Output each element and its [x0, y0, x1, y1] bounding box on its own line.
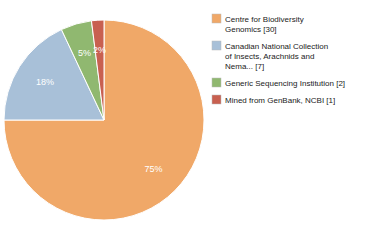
data-label: 5% [78, 48, 91, 58]
legend-label-line: Nema... [7] [225, 62, 264, 71]
legend-label: Centre for BiodiversityGenomics [30] [225, 15, 304, 34]
legend-swatch [212, 41, 221, 50]
data-label: 2% [93, 45, 106, 55]
legend-swatch [212, 14, 221, 23]
legend-item: Mined from GenBank, NCBI [1] [212, 95, 335, 105]
legend-label-line: Mined from GenBank, NCBI [1] [225, 96, 335, 105]
legend-item: Canadian National Collectionof Insects, … [212, 41, 328, 71]
legend: Centre for BiodiversityGenomics [30] Cana… [212, 14, 345, 105]
legend-label: Canadian National Collectionof Insects, … [225, 42, 328, 71]
chart: 75% 18% 5%2% Centre for BiodiversityGenomic… [0, 0, 380, 240]
pie-slice [4, 20, 204, 220]
legend-label-line: of Insects, Arachnids and [225, 52, 314, 61]
legend-label: Generic Sequencing Institution [2] [225, 79, 345, 88]
pie-slice [61, 21, 104, 120]
legend-label-line: Centre for Biodiversity [225, 15, 304, 24]
pie [4, 20, 204, 220]
data-labels: 75% 18% 5%2% [36, 45, 163, 174]
data-label: 75% [144, 164, 162, 174]
legend-label-line: Canadian National Collection [225, 42, 328, 51]
legend-item: Generic Sequencing Institution [2] [212, 78, 345, 88]
legend-label: Mined from GenBank, NCBI [1] [225, 96, 335, 105]
legend-label-line: Genomics [30] [225, 25, 277, 34]
pie-slice [91, 20, 104, 120]
legend-item: Centre for BiodiversityGenomics [30] [212, 14, 304, 34]
legend-swatch [212, 95, 221, 104]
data-label: 18% [36, 77, 54, 87]
legend-label-line: Generic Sequencing Institution [2] [225, 79, 345, 88]
legend-swatch [212, 78, 221, 87]
